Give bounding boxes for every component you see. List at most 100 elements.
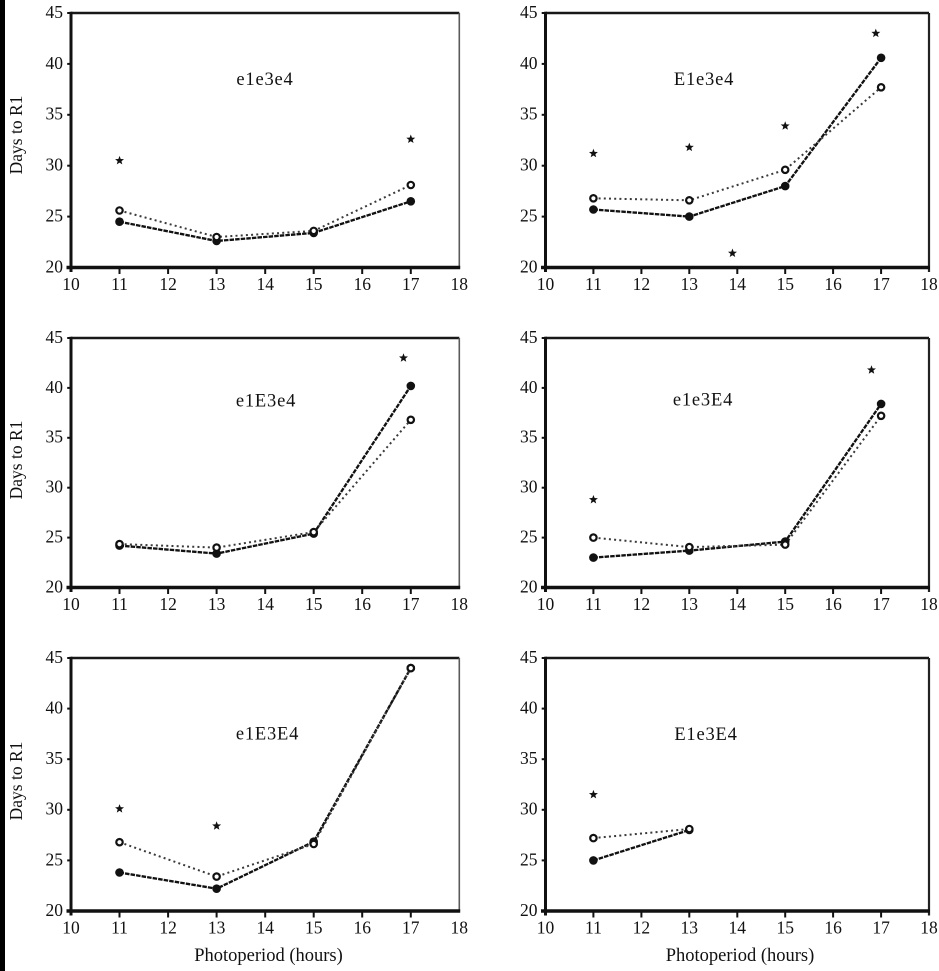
svg-text:30: 30 (520, 155, 538, 175)
svg-text:13: 13 (208, 274, 226, 294)
svg-text:25: 25 (520, 849, 538, 869)
svg-text:12: 12 (159, 274, 177, 294)
svg-text:40: 40 (520, 53, 538, 73)
svg-text:11: 11 (111, 594, 128, 614)
svg-text:Days to R1: Days to R1 (6, 742, 26, 821)
svg-text:18: 18 (920, 274, 938, 294)
svg-text:45: 45 (520, 2, 538, 22)
svg-text:25: 25 (46, 527, 64, 547)
svg-text:13: 13 (681, 594, 699, 614)
svg-text:16: 16 (824, 594, 842, 614)
svg-text:15: 15 (776, 274, 794, 294)
svg-text:35: 35 (520, 748, 538, 768)
svg-text:14: 14 (729, 274, 747, 294)
svg-text:Days to R1: Days to R1 (6, 96, 26, 175)
svg-text:30: 30 (46, 477, 64, 497)
svg-text:10: 10 (62, 918, 80, 938)
svg-text:17: 17 (872, 274, 890, 294)
svg-text:17: 17 (402, 274, 420, 294)
svg-text:20: 20 (46, 900, 64, 920)
svg-text:45: 45 (46, 327, 64, 347)
svg-text:20: 20 (520, 900, 538, 920)
svg-text:11: 11 (111, 918, 128, 938)
svg-text:13: 13 (208, 918, 226, 938)
svg-text:11: 11 (111, 274, 128, 294)
svg-text:45: 45 (46, 647, 64, 667)
svg-text:11: 11 (585, 918, 602, 938)
svg-text:15: 15 (776, 918, 794, 938)
svg-text:17: 17 (872, 918, 890, 938)
svg-text:15: 15 (305, 594, 323, 614)
svg-text:16: 16 (353, 274, 371, 294)
svg-text:16: 16 (824, 918, 842, 938)
svg-text:17: 17 (402, 594, 420, 614)
svg-text:11: 11 (585, 594, 602, 614)
svg-text:e1E3e4: e1E3e4 (236, 392, 296, 412)
svg-text:10: 10 (62, 594, 80, 614)
svg-text:35: 35 (520, 104, 538, 124)
svg-text:14: 14 (729, 594, 747, 614)
svg-text:35: 35 (46, 104, 64, 124)
svg-text:11: 11 (585, 274, 602, 294)
svg-text:40: 40 (46, 377, 64, 397)
svg-text:Photoperiod (hours): Photoperiod (hours) (666, 946, 815, 966)
svg-text:12: 12 (159, 594, 177, 614)
svg-text:10: 10 (537, 594, 555, 614)
svg-text:40: 40 (46, 698, 64, 718)
svg-text:10: 10 (62, 274, 80, 294)
svg-text:14: 14 (729, 918, 747, 938)
svg-text:13: 13 (208, 594, 226, 614)
svg-text:30: 30 (46, 155, 64, 175)
svg-text:15: 15 (776, 594, 794, 614)
svg-text:40: 40 (520, 377, 538, 397)
svg-text:35: 35 (520, 427, 538, 447)
svg-text:18: 18 (451, 918, 469, 938)
svg-text:30: 30 (46, 799, 64, 819)
svg-text:e1E3E4: e1E3E4 (236, 725, 299, 745)
svg-text:Photoperiod (hours): Photoperiod (hours) (194, 946, 343, 966)
svg-text:30: 30 (520, 477, 538, 497)
svg-text:E1e3e4: E1e3e4 (674, 70, 734, 90)
svg-text:12: 12 (633, 274, 651, 294)
svg-text:Days to R1: Days to R1 (6, 421, 26, 500)
svg-text:13: 13 (681, 918, 699, 938)
svg-text:40: 40 (46, 53, 64, 73)
svg-text:16: 16 (353, 594, 371, 614)
svg-text:40: 40 (520, 698, 538, 718)
svg-text:45: 45 (520, 327, 538, 347)
svg-text:15: 15 (305, 274, 323, 294)
svg-text:e1e3E4: e1e3E4 (673, 391, 733, 411)
svg-text:E1e3E4: E1e3E4 (674, 725, 737, 745)
svg-text:30: 30 (520, 799, 538, 819)
svg-text:18: 18 (920, 594, 938, 614)
svg-text:17: 17 (402, 918, 420, 938)
svg-text:35: 35 (46, 427, 64, 447)
svg-text:12: 12 (633, 594, 651, 614)
svg-text:13: 13 (681, 274, 699, 294)
svg-text:18: 18 (920, 918, 938, 938)
svg-text:e1e3e4: e1e3e4 (236, 70, 293, 90)
svg-text:20: 20 (520, 576, 538, 596)
svg-text:35: 35 (46, 748, 64, 768)
svg-text:25: 25 (520, 527, 538, 547)
svg-text:25: 25 (520, 206, 538, 226)
svg-text:18: 18 (451, 274, 469, 294)
svg-text:25: 25 (46, 849, 64, 869)
svg-text:20: 20 (46, 576, 64, 596)
svg-text:14: 14 (256, 594, 274, 614)
svg-text:20: 20 (46, 256, 64, 276)
svg-text:15: 15 (305, 918, 323, 938)
svg-text:10: 10 (537, 274, 555, 294)
svg-text:17: 17 (872, 594, 890, 614)
svg-text:16: 16 (353, 918, 371, 938)
svg-text:20: 20 (520, 256, 538, 276)
svg-text:12: 12 (633, 918, 651, 938)
svg-text:14: 14 (256, 274, 274, 294)
svg-text:45: 45 (520, 647, 538, 667)
svg-text:16: 16 (824, 274, 842, 294)
svg-text:14: 14 (256, 918, 274, 938)
svg-text:12: 12 (159, 918, 177, 938)
svg-text:18: 18 (451, 594, 469, 614)
svg-text:25: 25 (46, 206, 64, 226)
svg-text:45: 45 (46, 2, 64, 22)
